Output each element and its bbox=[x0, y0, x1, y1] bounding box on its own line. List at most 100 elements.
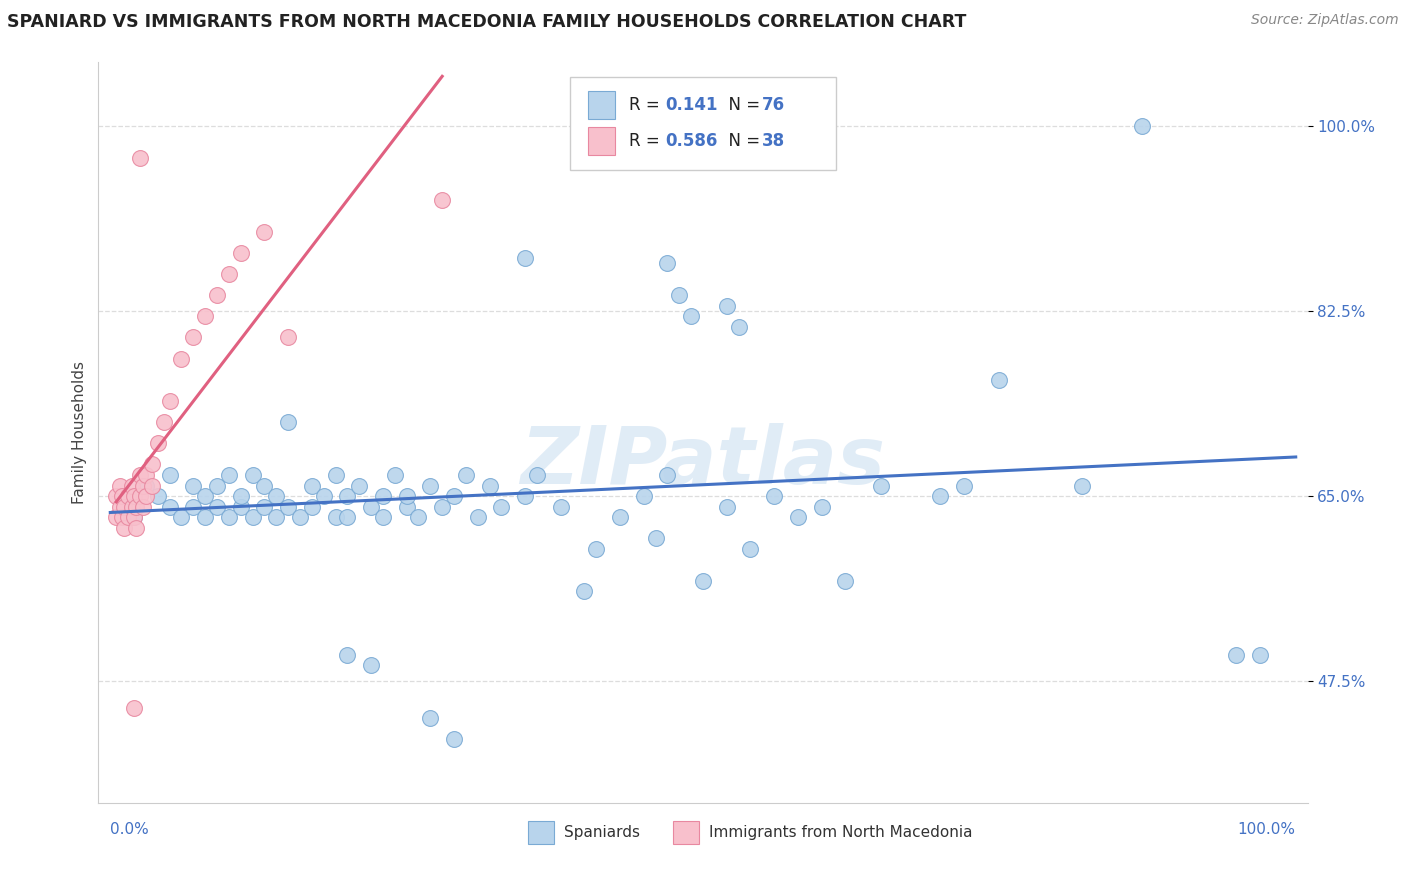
Point bbox=[869, 478, 891, 492]
Text: R =: R = bbox=[630, 96, 665, 114]
Text: 0.586: 0.586 bbox=[665, 132, 718, 150]
Point bbox=[325, 510, 347, 524]
Point bbox=[301, 478, 323, 492]
Point bbox=[491, 500, 513, 514]
FancyBboxPatch shape bbox=[569, 78, 837, 169]
Point bbox=[125, 521, 148, 535]
Point bbox=[218, 467, 240, 482]
Text: Spaniards: Spaniards bbox=[564, 825, 640, 840]
Point bbox=[264, 510, 287, 524]
Bar bbox=[588, 91, 614, 120]
Point bbox=[122, 700, 145, 714]
Point bbox=[360, 500, 382, 514]
Point bbox=[264, 489, 287, 503]
Bar bbox=[588, 127, 614, 155]
Point bbox=[218, 510, 240, 524]
Point bbox=[181, 500, 204, 514]
Text: 0.141: 0.141 bbox=[665, 96, 718, 114]
Point bbox=[336, 489, 359, 503]
Point bbox=[277, 415, 299, 429]
Point bbox=[135, 467, 157, 482]
Point bbox=[194, 489, 217, 503]
Point bbox=[301, 500, 323, 514]
Point bbox=[111, 510, 134, 524]
Point bbox=[395, 489, 418, 503]
Point bbox=[467, 510, 489, 524]
Point bbox=[108, 478, 131, 492]
Point bbox=[929, 489, 952, 503]
Point bbox=[122, 510, 145, 524]
Point bbox=[111, 489, 134, 503]
Point bbox=[952, 478, 974, 492]
Point bbox=[740, 541, 762, 556]
Point bbox=[550, 500, 572, 514]
Point bbox=[834, 574, 856, 588]
Point bbox=[194, 510, 217, 524]
Point bbox=[443, 489, 465, 503]
Point bbox=[681, 310, 703, 324]
Point bbox=[114, 500, 136, 514]
Point bbox=[181, 330, 204, 344]
Point bbox=[1249, 648, 1271, 662]
Point bbox=[810, 500, 832, 514]
Point bbox=[108, 500, 131, 514]
Point bbox=[1071, 478, 1094, 492]
Point bbox=[443, 732, 465, 747]
Point bbox=[121, 500, 143, 514]
Point bbox=[384, 467, 406, 482]
Point bbox=[419, 478, 441, 492]
Point bbox=[763, 489, 786, 503]
Point bbox=[205, 500, 228, 514]
Point bbox=[657, 467, 679, 482]
Text: 0.0%: 0.0% bbox=[110, 822, 149, 837]
Point bbox=[288, 510, 311, 524]
Point bbox=[205, 478, 228, 492]
Point bbox=[242, 467, 264, 482]
Point bbox=[229, 500, 252, 514]
Point bbox=[146, 489, 169, 503]
Point bbox=[170, 351, 193, 366]
Y-axis label: Family Households: Family Households bbox=[72, 361, 87, 504]
Point bbox=[141, 478, 163, 492]
Point bbox=[135, 489, 157, 503]
Point bbox=[347, 478, 370, 492]
Point bbox=[242, 510, 264, 524]
Point bbox=[114, 521, 136, 535]
Point bbox=[170, 510, 193, 524]
Point bbox=[609, 510, 631, 524]
Point bbox=[152, 415, 174, 429]
Point bbox=[105, 510, 128, 524]
Point bbox=[132, 478, 155, 492]
Point bbox=[727, 319, 749, 334]
Point bbox=[159, 467, 181, 482]
Point bbox=[1225, 648, 1247, 662]
Point bbox=[181, 478, 204, 492]
Point bbox=[371, 489, 394, 503]
Point bbox=[277, 330, 299, 344]
Point bbox=[325, 467, 347, 482]
Point bbox=[194, 310, 217, 324]
Point bbox=[205, 288, 228, 302]
Point bbox=[585, 541, 607, 556]
Point bbox=[336, 648, 359, 662]
Point bbox=[141, 458, 163, 472]
Point bbox=[478, 478, 501, 492]
Point bbox=[129, 151, 152, 165]
Point bbox=[218, 267, 240, 281]
Point bbox=[454, 467, 477, 482]
Point bbox=[515, 489, 537, 503]
Point bbox=[253, 500, 276, 514]
Point bbox=[159, 500, 181, 514]
Point bbox=[229, 245, 252, 260]
Text: ZIPatlas: ZIPatlas bbox=[520, 423, 886, 501]
Text: N =: N = bbox=[717, 96, 765, 114]
Point bbox=[360, 658, 382, 673]
Point bbox=[395, 500, 418, 514]
Point bbox=[159, 393, 181, 408]
Point bbox=[786, 510, 808, 524]
Point bbox=[1130, 119, 1153, 133]
Bar bbox=[672, 822, 699, 844]
Point bbox=[277, 500, 299, 514]
Point bbox=[692, 574, 714, 588]
Point bbox=[574, 584, 596, 599]
